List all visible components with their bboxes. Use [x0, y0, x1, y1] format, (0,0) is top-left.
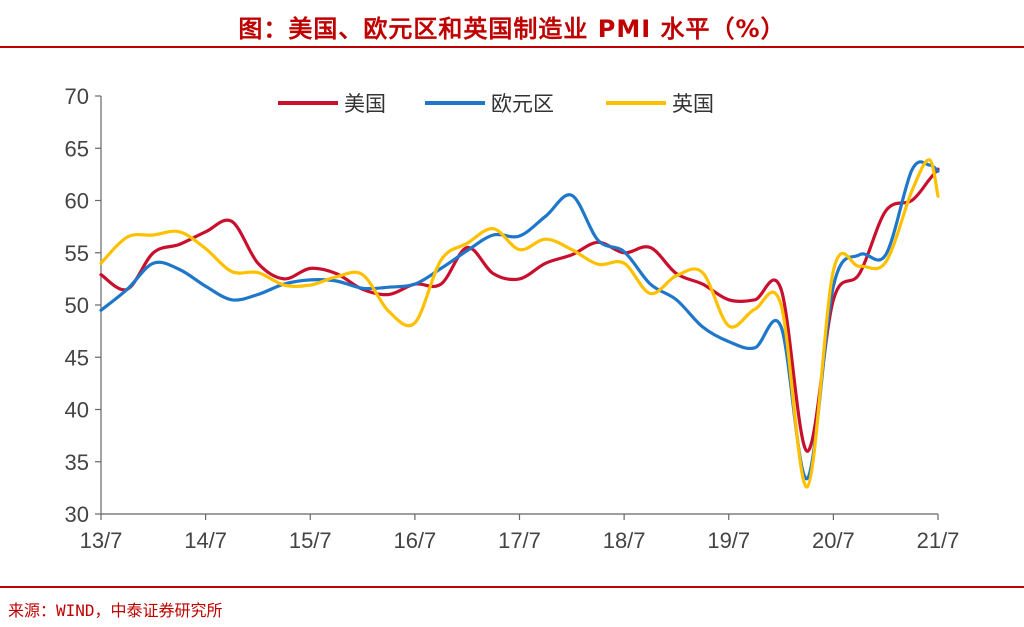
x-tick-label: 21/7: [917, 528, 960, 553]
chart-series: [99, 158, 940, 489]
series-line-0: [99, 167, 940, 453]
y-tick-label: 60: [65, 189, 89, 214]
y-tick-label: 50: [65, 293, 89, 318]
title-divider: [0, 46, 1024, 48]
y-tick-label: 35: [65, 450, 89, 475]
chart-axes: 30 35 40 45 50 55 60 65 70 13/7 14/7 15/7 16/7 17/7 18…: [65, 84, 960, 553]
y-tick-label: 40: [65, 398, 89, 423]
legend-label: 美国: [344, 92, 386, 116]
pmi-line-chart: 30 35 40 45 50 55 60 65 70 13/7 14/7 15/7 16/7 17/7 18…: [65, 84, 960, 553]
x-tick-label: 18/7: [603, 528, 646, 553]
source-note: 来源：WIND，中泰证券研究所: [8, 601, 223, 620]
x-tick-label: 13/7: [80, 528, 123, 553]
x-tick-label: 20/7: [812, 528, 855, 553]
y-tick-label: 30: [65, 502, 89, 527]
y-tick-label: 65: [65, 136, 89, 161]
footer-divider: [0, 586, 1024, 588]
x-tick-label: 17/7: [498, 528, 541, 553]
x-tick-label: 16/7: [393, 528, 436, 553]
series-line-2: [99, 158, 940, 489]
chart-legend: 美国 欧元区 英国: [278, 92, 714, 116]
y-tick-label: 45: [65, 345, 89, 370]
y-tick-label: 55: [65, 241, 89, 266]
chart-title: 图：美国、欧元区和英国制造业 PMI 水平（%）: [238, 15, 786, 43]
x-tick-label: 19/7: [707, 528, 750, 553]
legend-label: 欧元区: [491, 92, 554, 116]
x-tick-label: 14/7: [184, 528, 227, 553]
y-tick-label: 70: [65, 84, 89, 109]
chart-title-bar: 图：美国、欧元区和英国制造业 PMI 水平（%）: [0, 0, 1024, 46]
legend-label: 英国: [672, 92, 714, 116]
x-tick-label: 15/7: [289, 528, 332, 553]
